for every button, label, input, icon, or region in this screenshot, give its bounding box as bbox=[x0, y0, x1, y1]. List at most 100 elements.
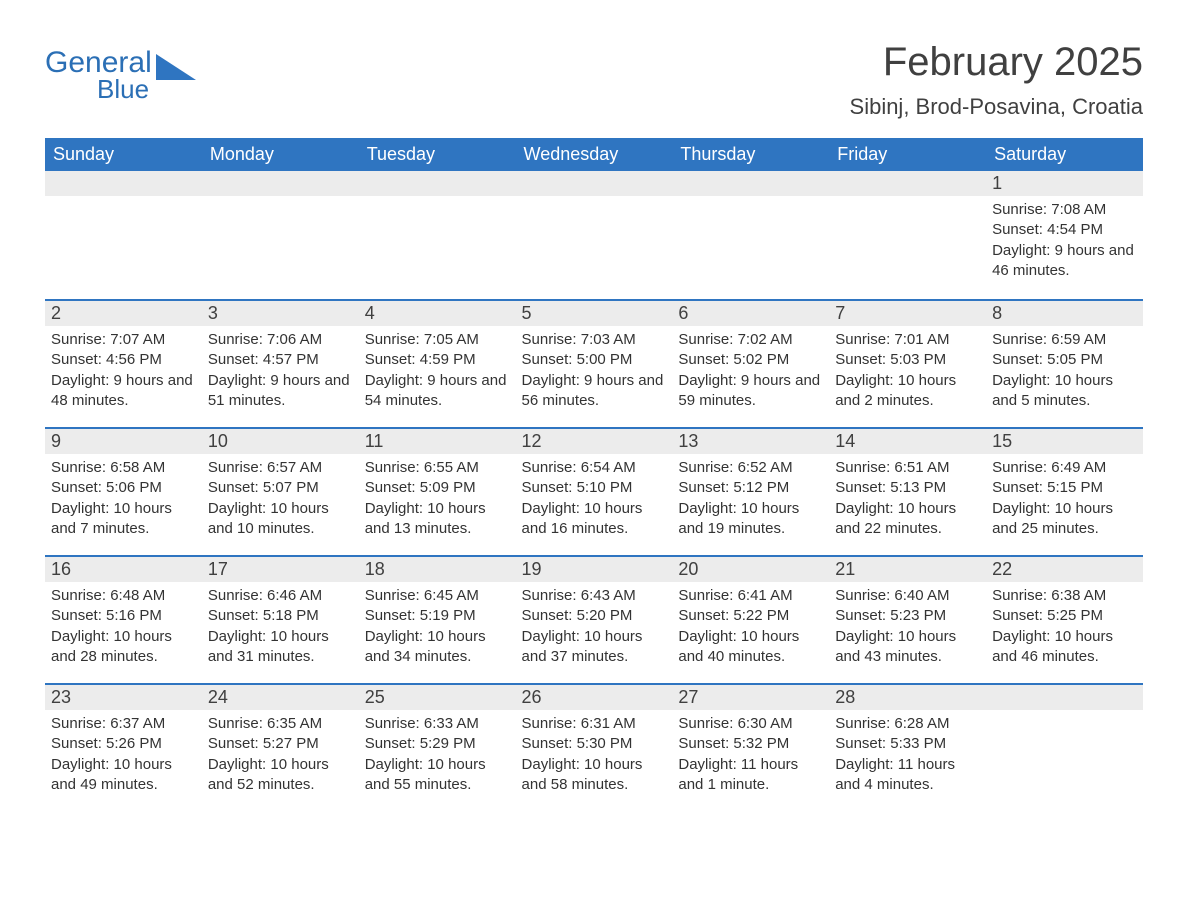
day-details: Sunrise: 6:35 AMSunset: 5:27 PMDaylight:… bbox=[202, 710, 359, 795]
sunrise-line: Sunrise: 6:30 AM bbox=[678, 714, 823, 734]
day-details bbox=[829, 196, 986, 200]
calendar-day-cell bbox=[829, 171, 986, 299]
sunrise-line: Sunrise: 6:33 AM bbox=[365, 714, 510, 734]
logo-triangle-icon bbox=[156, 54, 196, 80]
calendar-day-cell: 28Sunrise: 6:28 AMSunset: 5:33 PMDayligh… bbox=[829, 683, 986, 811]
day-number: 8 bbox=[986, 299, 1143, 326]
calendar-day-cell: 10Sunrise: 6:57 AMSunset: 5:07 PMDayligh… bbox=[202, 427, 359, 555]
sunset-line: Sunset: 5:18 PM bbox=[208, 606, 353, 626]
sunset-line: Sunset: 5:33 PM bbox=[835, 734, 980, 754]
day-number: 27 bbox=[672, 683, 829, 710]
calendar-week-row: 9Sunrise: 6:58 AMSunset: 5:06 PMDaylight… bbox=[45, 427, 1143, 555]
day-details: Sunrise: 6:57 AMSunset: 5:07 PMDaylight:… bbox=[202, 454, 359, 539]
sunset-line: Sunset: 4:56 PM bbox=[51, 350, 196, 370]
daylight-line: Daylight: 10 hours and 46 minutes. bbox=[992, 627, 1137, 668]
sunrise-line: Sunrise: 7:05 AM bbox=[365, 330, 510, 350]
day-number: 3 bbox=[202, 299, 359, 326]
sunrise-line: Sunrise: 7:02 AM bbox=[678, 330, 823, 350]
sunrise-line: Sunrise: 6:51 AM bbox=[835, 458, 980, 478]
calendar-day-cell: 12Sunrise: 6:54 AMSunset: 5:10 PMDayligh… bbox=[516, 427, 673, 555]
day-number: 7 bbox=[829, 299, 986, 326]
day-details: Sunrise: 7:03 AMSunset: 5:00 PMDaylight:… bbox=[516, 326, 673, 411]
weekday-header: Sunday bbox=[45, 138, 202, 171]
sunrise-line: Sunrise: 7:07 AM bbox=[51, 330, 196, 350]
day-details bbox=[359, 196, 516, 200]
weekday-header: Tuesday bbox=[359, 138, 516, 171]
day-number bbox=[516, 171, 673, 196]
day-number: 15 bbox=[986, 427, 1143, 454]
calendar-day-cell: 24Sunrise: 6:35 AMSunset: 5:27 PMDayligh… bbox=[202, 683, 359, 811]
day-number: 21 bbox=[829, 555, 986, 582]
sunset-line: Sunset: 5:29 PM bbox=[365, 734, 510, 754]
location-text: Sibinj, Brod-Posavina, Croatia bbox=[850, 94, 1143, 120]
calendar-day-cell: 8Sunrise: 6:59 AMSunset: 5:05 PMDaylight… bbox=[986, 299, 1143, 427]
day-number: 26 bbox=[516, 683, 673, 710]
calendar-day-cell: 9Sunrise: 6:58 AMSunset: 5:06 PMDaylight… bbox=[45, 427, 202, 555]
calendar-day-cell: 1Sunrise: 7:08 AMSunset: 4:54 PMDaylight… bbox=[986, 171, 1143, 299]
day-number bbox=[829, 171, 986, 196]
sunrise-line: Sunrise: 6:41 AM bbox=[678, 586, 823, 606]
day-details: Sunrise: 6:38 AMSunset: 5:25 PMDaylight:… bbox=[986, 582, 1143, 667]
sunrise-line: Sunrise: 6:48 AM bbox=[51, 586, 196, 606]
sunrise-line: Sunrise: 7:06 AM bbox=[208, 330, 353, 350]
sunrise-line: Sunrise: 7:08 AM bbox=[992, 200, 1137, 220]
weekday-header: Monday bbox=[202, 138, 359, 171]
day-details: Sunrise: 6:41 AMSunset: 5:22 PMDaylight:… bbox=[672, 582, 829, 667]
day-number: 13 bbox=[672, 427, 829, 454]
daylight-line: Daylight: 10 hours and 58 minutes. bbox=[522, 755, 667, 796]
sunrise-line: Sunrise: 6:54 AM bbox=[522, 458, 667, 478]
calendar-day-cell: 15Sunrise: 6:49 AMSunset: 5:15 PMDayligh… bbox=[986, 427, 1143, 555]
sunset-line: Sunset: 5:09 PM bbox=[365, 478, 510, 498]
calendar-day-cell: 20Sunrise: 6:41 AMSunset: 5:22 PMDayligh… bbox=[672, 555, 829, 683]
sunrise-line: Sunrise: 6:38 AM bbox=[992, 586, 1137, 606]
day-number: 16 bbox=[45, 555, 202, 582]
calendar-week-row: 16Sunrise: 6:48 AMSunset: 5:16 PMDayligh… bbox=[45, 555, 1143, 683]
daylight-line: Daylight: 10 hours and 2 minutes. bbox=[835, 371, 980, 412]
calendar-day-cell: 7Sunrise: 7:01 AMSunset: 5:03 PMDaylight… bbox=[829, 299, 986, 427]
weekday-header: Friday bbox=[829, 138, 986, 171]
calendar-day-cell: 17Sunrise: 6:46 AMSunset: 5:18 PMDayligh… bbox=[202, 555, 359, 683]
weekday-header: Saturday bbox=[986, 138, 1143, 171]
calendar-day-cell bbox=[45, 171, 202, 299]
calendar-day-cell: 5Sunrise: 7:03 AMSunset: 5:00 PMDaylight… bbox=[516, 299, 673, 427]
sunrise-line: Sunrise: 6:35 AM bbox=[208, 714, 353, 734]
day-number: 5 bbox=[516, 299, 673, 326]
sunrise-line: Sunrise: 7:03 AM bbox=[522, 330, 667, 350]
day-number: 4 bbox=[359, 299, 516, 326]
sunrise-line: Sunrise: 6:58 AM bbox=[51, 458, 196, 478]
day-number bbox=[45, 171, 202, 196]
day-details: Sunrise: 6:33 AMSunset: 5:29 PMDaylight:… bbox=[359, 710, 516, 795]
daylight-line: Daylight: 10 hours and 34 minutes. bbox=[365, 627, 510, 668]
calendar-day-cell bbox=[516, 171, 673, 299]
day-details bbox=[516, 196, 673, 200]
day-number: 10 bbox=[202, 427, 359, 454]
calendar-day-cell: 19Sunrise: 6:43 AMSunset: 5:20 PMDayligh… bbox=[516, 555, 673, 683]
sunset-line: Sunset: 5:27 PM bbox=[208, 734, 353, 754]
day-details: Sunrise: 6:40 AMSunset: 5:23 PMDaylight:… bbox=[829, 582, 986, 667]
day-details bbox=[672, 196, 829, 200]
sunset-line: Sunset: 5:23 PM bbox=[835, 606, 980, 626]
day-number: 12 bbox=[516, 427, 673, 454]
calendar-day-cell: 4Sunrise: 7:05 AMSunset: 4:59 PMDaylight… bbox=[359, 299, 516, 427]
day-details: Sunrise: 6:43 AMSunset: 5:20 PMDaylight:… bbox=[516, 582, 673, 667]
calendar-day-cell: 13Sunrise: 6:52 AMSunset: 5:12 PMDayligh… bbox=[672, 427, 829, 555]
day-number: 28 bbox=[829, 683, 986, 710]
sunrise-line: Sunrise: 7:01 AM bbox=[835, 330, 980, 350]
day-details: Sunrise: 6:49 AMSunset: 5:15 PMDaylight:… bbox=[986, 454, 1143, 539]
sunset-line: Sunset: 5:13 PM bbox=[835, 478, 980, 498]
daylight-line: Daylight: 10 hours and 13 minutes. bbox=[365, 499, 510, 540]
calendar-day-cell: 2Sunrise: 7:07 AMSunset: 4:56 PMDaylight… bbox=[45, 299, 202, 427]
day-details: Sunrise: 6:31 AMSunset: 5:30 PMDaylight:… bbox=[516, 710, 673, 795]
sunset-line: Sunset: 5:19 PM bbox=[365, 606, 510, 626]
day-details: Sunrise: 6:59 AMSunset: 5:05 PMDaylight:… bbox=[986, 326, 1143, 411]
day-number: 1 bbox=[986, 171, 1143, 196]
daylight-line: Daylight: 10 hours and 40 minutes. bbox=[678, 627, 823, 668]
sunrise-line: Sunrise: 6:40 AM bbox=[835, 586, 980, 606]
day-details: Sunrise: 6:45 AMSunset: 5:19 PMDaylight:… bbox=[359, 582, 516, 667]
sunset-line: Sunset: 4:59 PM bbox=[365, 350, 510, 370]
daylight-line: Daylight: 10 hours and 55 minutes. bbox=[365, 755, 510, 796]
day-number: 9 bbox=[45, 427, 202, 454]
day-details: Sunrise: 6:48 AMSunset: 5:16 PMDaylight:… bbox=[45, 582, 202, 667]
calendar-week-row: 23Sunrise: 6:37 AMSunset: 5:26 PMDayligh… bbox=[45, 683, 1143, 811]
sunset-line: Sunset: 5:02 PM bbox=[678, 350, 823, 370]
